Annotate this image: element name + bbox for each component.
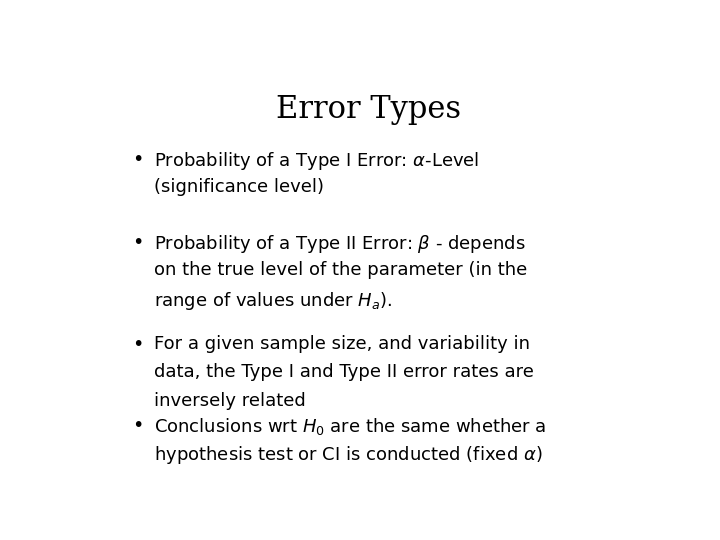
Text: Conclusions wrt $H_0$ are the same whether a: Conclusions wrt $H_0$ are the same wheth… (154, 416, 546, 437)
Text: •: • (132, 416, 143, 435)
Text: inversely related: inversely related (154, 392, 306, 410)
Text: •: • (132, 150, 143, 169)
Text: (significance level): (significance level) (154, 178, 324, 197)
Text: •: • (132, 335, 143, 354)
Text: Probability of a Type I Error: $\alpha$-Level: Probability of a Type I Error: $\alpha$-… (154, 150, 480, 172)
Text: range of values under $H_a$).: range of values under $H_a$). (154, 290, 392, 312)
Text: on the true level of the parameter (in the: on the true level of the parameter (in t… (154, 261, 528, 280)
Text: Error Types: Error Types (276, 94, 462, 125)
Text: data, the Type I and Type II error rates are: data, the Type I and Type II error rates… (154, 363, 534, 381)
Text: Probability of a Type II Error: $\beta$ - depends: Probability of a Type II Error: $\beta$ … (154, 233, 526, 255)
Text: •: • (132, 233, 143, 252)
Text: For a given sample size, and variability in: For a given sample size, and variability… (154, 335, 530, 353)
Text: hypothesis test or CI is conducted (fixed $\alpha$): hypothesis test or CI is conducted (fixe… (154, 444, 543, 467)
